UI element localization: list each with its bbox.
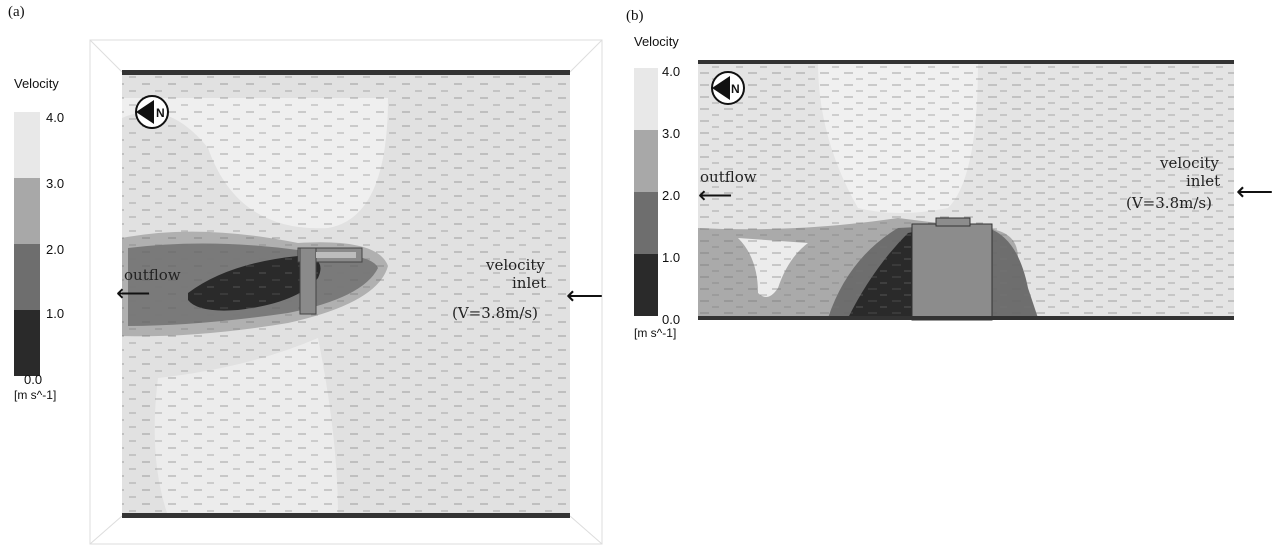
panel-a-flow-field: N (89, 39, 603, 545)
panel-a-inlet-line3: (V=3.8m/s) (452, 304, 538, 322)
panel-b-inlet-line3: (V=3.8m/s) (1126, 194, 1212, 212)
panel-a-legend-title: Velocity (14, 76, 59, 91)
panel-a-tick-3: 3.0 (46, 176, 65, 191)
panel-a-inlet-line2: inlet (512, 274, 547, 292)
panel-b-legend-unit: [m s^-1] (634, 326, 677, 340)
north-arrow-icon: N (135, 95, 169, 129)
panel-b-label: (b) (626, 8, 644, 24)
panel-b-tick-0: 0.0 (662, 312, 681, 327)
panel-b-colorbar (634, 68, 658, 316)
svg-text:N: N (156, 106, 165, 120)
panel-a-tick-1: 1.0 (46, 306, 65, 321)
left-arrow-icon: ⟵ (116, 280, 151, 307)
panel-a-inlet-line1: velocity (486, 256, 545, 274)
svg-text:N: N (731, 82, 740, 96)
panel-b-flow-field: N (698, 60, 1234, 321)
panel-b-tick-2: 2.0 (662, 188, 681, 203)
left-arrow-icon: ⟵ (698, 182, 733, 209)
panel-b-inlet-line1: velocity (1160, 154, 1219, 172)
panel-a-tick-2: 2.0 (46, 242, 65, 257)
left-arrow-icon: ⟵ (1236, 176, 1274, 206)
panel-a-tick-0: 0.0 (24, 372, 43, 387)
panel-a-tick-4: 4.0 (46, 110, 65, 125)
panel-b-tick-3: 3.0 (662, 126, 681, 141)
panel-b-tick-4: 4.0 (662, 64, 681, 79)
panel-b-outflow-label: outflow (700, 168, 757, 186)
panel-b-inlet-line2: inlet (1186, 172, 1221, 190)
panel-a-colorbar (14, 112, 40, 376)
panel-b-legend-title: Velocity (634, 34, 679, 49)
panel-b-tick-1: 1.0 (662, 250, 681, 265)
left-arrow-icon: ⟵ (566, 280, 604, 310)
panel-a-label: (a) (8, 4, 25, 20)
north-arrow-icon: N (711, 71, 745, 105)
panel-a-legend-unit: [m s^-1] (14, 388, 57, 402)
panel-a-outflow-label: outflow (124, 266, 181, 284)
